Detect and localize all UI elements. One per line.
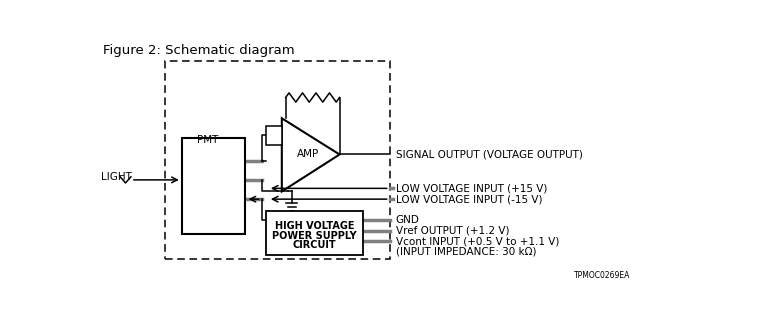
Text: SIGNAL OUTPUT (VOLTAGE OUTPUT): SIGNAL OUTPUT (VOLTAGE OUTPUT) (396, 149, 583, 159)
Text: AMP: AMP (297, 149, 319, 159)
Text: Figure 2: Schematic diagram: Figure 2: Schematic diagram (103, 44, 295, 56)
Text: POWER SUPPLY: POWER SUPPLY (272, 231, 357, 241)
Text: GND: GND (396, 215, 419, 225)
Text: LOW VOLTAGE INPUT (+15 V): LOW VOLTAGE INPUT (+15 V) (396, 183, 547, 193)
Text: LOW VOLTAGE INPUT (-15 V): LOW VOLTAGE INPUT (-15 V) (396, 194, 543, 204)
Bar (165, 61, 390, 259)
Text: TPMOC0269EA: TPMOC0269EA (575, 271, 631, 280)
Text: Vcont INPUT (+0.5 V to +1.1 V): Vcont INPUT (+0.5 V to +1.1 V) (396, 236, 559, 246)
Text: Vref OUTPUT (+1.2 V): Vref OUTPUT (+1.2 V) (396, 226, 509, 236)
Text: HIGH VOLTAGE: HIGH VOLTAGE (275, 222, 355, 232)
Text: PMT: PMT (197, 135, 218, 145)
Text: LIGHT: LIGHT (101, 172, 132, 182)
Bar (266, 126, 282, 145)
Bar (266, 211, 363, 255)
Bar (182, 138, 245, 234)
Text: CIRCUIT: CIRCUIT (293, 240, 336, 250)
Text: (INPUT IMPEDANCE: 30 kΩ): (INPUT IMPEDANCE: 30 kΩ) (396, 246, 537, 256)
